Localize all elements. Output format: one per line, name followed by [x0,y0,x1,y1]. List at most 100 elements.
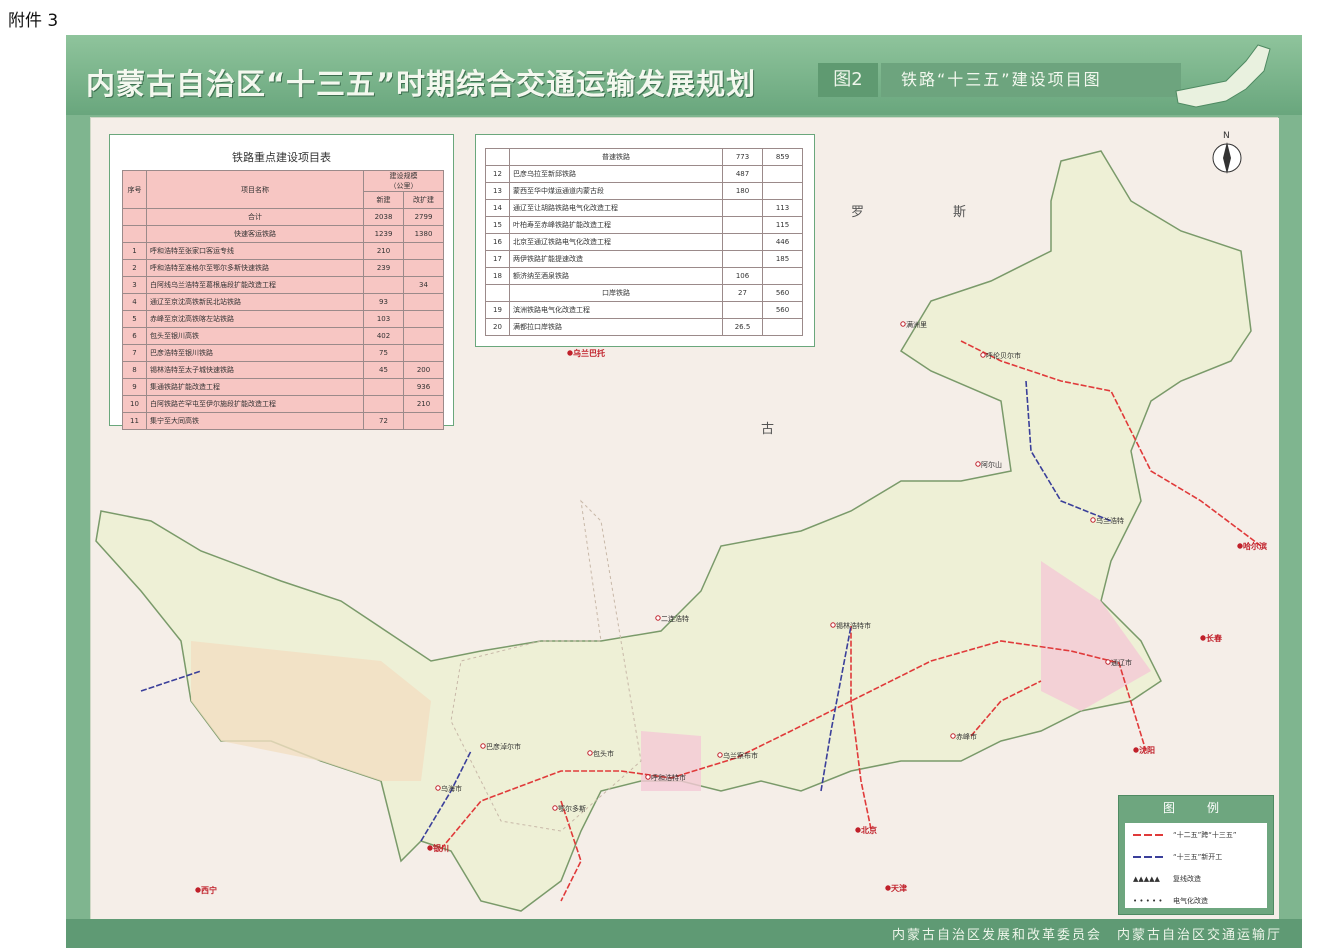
legend: 图 例 “十二五”跨“十三五” “十三五”新开工 ▲▲▲▲▲ 复线改造 • • •… [1118,795,1274,915]
city-label: 乌兰察布市 [723,751,758,760]
table-row: 10 白阿铁路芒罕屯至伊尔施段扩能改造工程 210 [122,395,444,413]
scale-header: 建设规模 （公里） [363,170,444,192]
table-row: 3 白阿线乌兰浩特至葛根庙段扩能改造工程 34 [122,276,444,294]
north-label: N [1223,131,1230,141]
table-row: 13 蒙西至华中煤运通道内蒙古段 180 [485,182,803,200]
footer: 内蒙古自治区发展和改革委员会 内蒙古自治区交通运输厅 [66,919,1302,948]
table-cell: 487 [722,165,763,183]
table-row: 12 巴彦乌拉至新邱铁路 487 [485,165,803,183]
city-label: 哈尔滨 [1243,541,1267,551]
table-cell [762,165,803,183]
city-label: 西宁 [201,885,217,895]
region-label: 斯 [953,205,966,220]
table-cell: 满都拉口岸铁路 [509,318,723,336]
city-marker-icon [950,733,956,739]
table-cell: 合计 [146,208,364,226]
legend-item: ▲▲▲▲▲ 复线改造 [1133,875,1201,883]
table-cell: 16 [485,233,510,251]
table-cell: 27 [722,284,763,302]
high-speed-rail-line [970,680,1042,737]
city-label: 二连浩特 [661,614,689,623]
table-cell: 蒙西至华中煤运通道内蒙古段 [509,182,723,200]
city-label: 北京 [861,825,877,835]
legend-item: • • • • • 电气化改造 [1133,897,1208,905]
high-speed-rail-line [960,340,1262,547]
table-cell: 锡林浩特至太子城快速铁路 [146,361,364,379]
table-row: 9 集通铁路扩能改造工程 936 [122,378,444,396]
table-cell: 2038 [363,208,404,226]
table-row: 17 两伊铁路扩能提速改造 185 [485,250,803,268]
city-marker-icon [567,350,573,356]
table-cell: 12 [485,165,510,183]
table-cell: 72 [363,412,404,430]
attachment-label: 附件 3 [8,11,59,31]
table-group-row: 普速铁路 773 859 [485,148,803,166]
table-cell: 34 [403,276,444,294]
city-label: 阿尔山 [981,460,1002,469]
table-row: 14 通辽至让胡路铁路电气化改造工程 113 [485,199,803,217]
city-marker-icon [1237,543,1243,549]
table-cell: 通辽至让胡路铁路电气化改造工程 [509,199,723,217]
table-cell: 包头至银川高铁 [146,327,364,345]
alxa-region [191,641,431,781]
table-cell: 8 [122,361,147,379]
table-cell [762,267,803,285]
high-speed-rail-line [440,640,1147,850]
city-marker-icon [975,461,981,467]
city-label: 沈阳 [1139,745,1155,755]
issuers: 内蒙古自治区发展和改革委员会 内蒙古自治区交通运输厅 [891,928,1282,943]
city-label: 满洲里 [906,320,927,329]
city-label: 天津 [891,883,907,893]
city-marker-icon [480,743,486,749]
city-marker-icon [435,785,441,791]
table-cell: 13 [485,182,510,200]
new-rail-line [1025,380,1112,522]
table-cell: 402 [363,327,404,345]
table-cell: 口岸铁路 [509,284,723,302]
table-cell: 叶柏寿至赤峰铁路扩能改造工程 [509,216,723,234]
table-cell: 北京至通辽铁路电气化改造工程 [509,233,723,251]
table-header-row: 序号 项目名称 建设规模 （公里） [122,170,444,209]
table-cell: 26.5 [722,318,763,336]
table-cell: 5 [122,310,147,328]
city-marker-icon [1090,517,1096,523]
table-cell [485,284,510,302]
dots-icon: • • • • • [1133,897,1163,905]
table-row: 19 滨洲铁路电气化改造工程 560 [485,301,803,319]
mongolia-border-line [450,499,642,832]
table-cell: 新建 [363,191,404,209]
table-cell: 2 [122,259,147,277]
table-cell [762,318,803,336]
table-cell: 75 [363,344,404,362]
city-label: 长春 [1206,633,1222,643]
table-cell: 普速铁路 [509,148,723,166]
table-cell: 200 [403,361,444,379]
table-cell: 18 [485,267,510,285]
table-cell: 11 [122,412,147,430]
table-cell: 103 [363,310,404,328]
table-cell: 180 [722,182,763,200]
table-cell: 10 [122,395,147,413]
table-cell: 1380 [403,225,444,243]
table-cell [363,395,404,413]
table-cell [762,182,803,200]
table-row: 5 赤峰至京沈高铁喀左站铁路 103 [122,310,444,328]
table-row: 6 包头至银川高铁 402 [122,327,444,345]
red-line-icon [1133,834,1163,836]
table-cell: 560 [762,284,803,302]
table-group-row: 快速客运铁路 1239 1380 [122,225,444,243]
city-label: 鄂尔多斯 [558,804,586,813]
table-cell: 呼和浩特至张家口客运专线 [146,242,364,260]
city-marker-icon [195,887,201,893]
hohhot-region [641,731,701,791]
project-table-1: 序号 项目名称 建设规模 （公里） 新建 改扩建 合计 2038 2799 快速客运铁路 1239 1… [122,170,444,430]
table-cell [403,242,444,260]
project-table-2: 普速铁路 773 859 12 巴彦乌拉至新邱铁路 487 13 蒙西至华中煤运通道内蒙古段 1… [485,148,803,336]
blue-line-icon [1133,856,1163,858]
figure-number: 图2 [818,63,878,97]
inner-mongolia-thumbnail-icon [1175,44,1271,108]
table-cell: 93 [363,293,404,311]
table-cell: 9 [122,378,147,396]
table-cell [722,233,763,251]
table-title: 铁路重点建设项目表 [232,151,331,164]
